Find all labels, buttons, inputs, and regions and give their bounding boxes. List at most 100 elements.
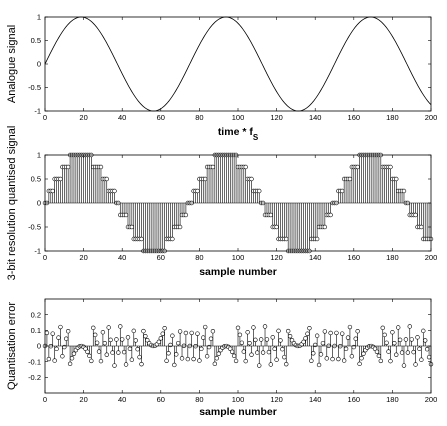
stem-marker — [301, 339, 306, 345]
y-axis-label: 3-bit resolution quantised signal — [6, 126, 18, 281]
stem-marker — [395, 325, 401, 330]
stem-marker — [58, 324, 63, 330]
stem-marker — [394, 176, 399, 182]
stem-marker — [284, 236, 289, 242]
stem-marker — [166, 351, 171, 356]
stem-marker — [388, 164, 393, 170]
x-axis-label-subscript: S — [253, 133, 259, 142]
stem-marker — [52, 358, 57, 363]
stem-marker — [421, 328, 426, 334]
x-tick-label: 40 — [118, 395, 126, 404]
y-tick-label: -0.5 — [28, 223, 41, 232]
stem-marker — [280, 347, 285, 352]
stem-marker — [67, 361, 73, 367]
stem-marker — [384, 340, 389, 345]
stem-marker — [233, 358, 239, 364]
stem-marker — [276, 328, 281, 334]
x-axis-label: sample number — [199, 266, 277, 278]
stem-marker — [204, 354, 210, 359]
stem-marker — [50, 331, 55, 336]
stem-marker — [189, 330, 194, 336]
x-tick-label: 0 — [43, 113, 47, 122]
x-tick-label: 40 — [118, 253, 126, 262]
stem-marker — [50, 188, 55, 194]
stem-marker — [355, 329, 360, 334]
stem-marker — [64, 336, 69, 341]
stem-marker — [216, 351, 221, 356]
stem-marker — [183, 330, 189, 336]
x-tick-label: 120 — [270, 253, 283, 262]
stem-marker — [347, 324, 353, 330]
stem-marker — [309, 358, 314, 363]
stem-marker — [386, 349, 391, 354]
x-tick-label: 100 — [232, 253, 245, 262]
stem-marker — [123, 362, 129, 367]
stem-marker — [307, 325, 312, 331]
stem-marker — [231, 353, 237, 359]
x-tick-label: 80 — [195, 113, 203, 122]
stem-marker — [394, 352, 399, 357]
stem-marker — [87, 353, 92, 359]
stem-marker — [423, 338, 428, 343]
y-tick-label: -0.2 — [28, 373, 41, 382]
stem-marker — [85, 349, 90, 354]
stem-marker — [197, 358, 202, 363]
x-tick-label: 120 — [270, 395, 283, 404]
stem-marker — [112, 188, 117, 194]
y-axis-label: Quantisation error — [6, 302, 18, 390]
stem-marker — [253, 337, 258, 343]
y-tick-label: -0.1 — [28, 357, 41, 366]
stem-marker — [401, 363, 407, 368]
stem-marker — [89, 358, 94, 364]
x-tick-label: 140 — [309, 395, 322, 404]
y-tick-label: 1 — [37, 13, 41, 22]
stem-marker — [376, 353, 382, 359]
x-tick-label: 160 — [348, 113, 361, 122]
stem-marker — [65, 329, 71, 334]
stem-marker — [266, 349, 272, 355]
stem-marker — [251, 325, 256, 330]
stem-marker — [282, 354, 287, 360]
stem-marker — [413, 212, 418, 218]
stem-marker — [119, 337, 125, 342]
y-tick-label: 0.1 — [31, 326, 41, 335]
stem-marker — [129, 224, 135, 230]
stem-marker — [419, 357, 424, 362]
stem-marker — [158, 336, 164, 341]
stem-marker — [139, 361, 144, 367]
stem-marker — [378, 358, 384, 364]
stem-marker — [260, 350, 266, 355]
stem-marker — [185, 356, 191, 362]
stem-marker — [98, 164, 104, 170]
stem-marker — [345, 335, 351, 340]
stem-marker — [245, 330, 250, 335]
stem-marker — [382, 332, 387, 338]
panel-1: 0 20 40 60 80 100 120 140 160 180 200 1 0.5 0 -0.5 -1 ti… — [6, 13, 437, 142]
stem-marker — [388, 358, 393, 364]
stem-marker — [241, 349, 246, 354]
stem-marker — [145, 338, 150, 343]
stem-marker — [121, 349, 127, 355]
stem-marker — [210, 329, 216, 334]
y-tick-label: 0 — [37, 199, 41, 208]
stem-marker — [359, 356, 364, 361]
stem-marker — [255, 350, 260, 355]
stem-marker — [156, 339, 162, 345]
stem-marker — [46, 356, 52, 362]
stem-marker — [208, 336, 214, 341]
stem-marker — [202, 324, 208, 330]
y-tick-label: 0.5 — [31, 36, 41, 45]
stem-marker — [289, 338, 295, 343]
stem-marker — [98, 358, 104, 364]
stem-marker — [214, 356, 219, 361]
x-tick-label: 120 — [270, 113, 283, 122]
panel-3: 0 20 40 60 80 100 120 140 160 180 200 0.2 0.1 0 -0.1 -0… — [6, 298, 437, 418]
y-tick-label: 0 — [37, 342, 41, 351]
stem-marker — [56, 335, 61, 340]
stem-marker — [328, 212, 333, 218]
stem-marker — [65, 164, 71, 170]
x-tick-label: 40 — [118, 113, 126, 122]
x-axis-label: time * fS — [218, 126, 259, 142]
stem-marker — [274, 224, 279, 230]
stem-marker — [170, 333, 175, 338]
